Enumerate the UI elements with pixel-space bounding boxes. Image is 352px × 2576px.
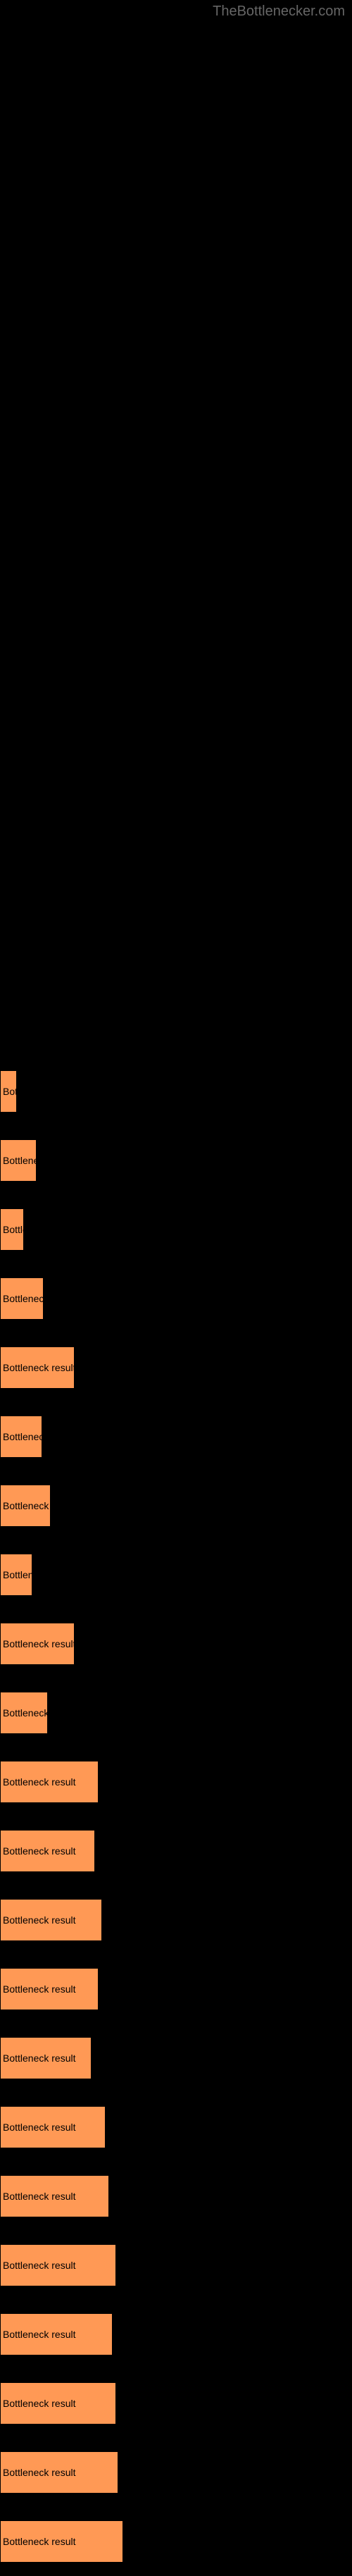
- bar-row: Bottleneck result: [0, 2507, 352, 2576]
- bar: Bottleneck result: [0, 1139, 37, 1182]
- bar-label: Bottleneck result: [3, 2398, 76, 2409]
- bar-row: Bottleneck result: [0, 1471, 352, 1540]
- bar-label: Bottleneck result: [3, 2191, 76, 2202]
- bar: Bottleneck result: [0, 1208, 24, 1251]
- bar-label: Bottleneck result: [3, 1776, 76, 1788]
- bar-label: Bottleneck result: [3, 2329, 76, 2340]
- bar-label: Bottleneck result: [3, 1086, 17, 1097]
- bar: Bottleneck result: [0, 2451, 118, 2494]
- bar-row: Bottleneck result: [0, 2369, 352, 2438]
- bar-label: Bottleneck result: [3, 1569, 32, 1580]
- bar-row: Bottleneck result: [0, 2438, 352, 2507]
- bar-label: Bottleneck result: [3, 2122, 76, 2133]
- bar-label: Bottleneck result: [3, 1155, 37, 1166]
- bar: Bottleneck result: [0, 1968, 99, 2010]
- bar: Bottleneck result: [0, 2313, 113, 2355]
- bar: Bottleneck result: [0, 2175, 109, 2217]
- bar: Bottleneck result: [0, 2520, 123, 2563]
- bar-row: Bottleneck result: [0, 1609, 352, 1678]
- bar-label: Bottleneck result: [3, 1707, 48, 1719]
- bar: Bottleneck result: [0, 1070, 17, 1113]
- bar-row: Bottleneck result: [0, 2024, 352, 2093]
- bar: Bottleneck result: [0, 1485, 51, 1527]
- bar-label: Bottleneck result: [3, 1362, 75, 1373]
- bar-row: Bottleneck result: [0, 1333, 352, 1402]
- bar-row: Bottleneck result: [0, 1195, 352, 1264]
- bar-label: Bottleneck result: [3, 1224, 24, 1235]
- bar: Bottleneck result: [0, 1623, 75, 1665]
- bar: Bottleneck result: [0, 1277, 44, 1320]
- bar-row: Bottleneck result: [0, 1747, 352, 1816]
- bar-label: Bottleneck result: [3, 2260, 76, 2271]
- bar-row: Bottleneck result: [0, 1540, 352, 1609]
- bar-label: Bottleneck result: [3, 1638, 75, 1649]
- bar-row: Bottleneck result: [0, 1816, 352, 1885]
- bar-label: Bottleneck result: [3, 1500, 51, 1511]
- bar-row: Bottleneck result: [0, 1126, 352, 1195]
- bar: Bottleneck result: [0, 1761, 99, 1803]
- bar-label: Bottleneck result: [3, 2536, 76, 2547]
- bar-label: Bottleneck result: [3, 1293, 44, 1304]
- bar: Bottleneck result: [0, 2382, 116, 2425]
- bar: Bottleneck result: [0, 1692, 48, 1734]
- bar-label: Bottleneck result: [3, 1431, 42, 1442]
- bar: Bottleneck result: [0, 2037, 92, 2079]
- bar-row: Bottleneck result: [0, 1885, 352, 1955]
- bar-row: Bottleneck result: [0, 1955, 352, 2024]
- bar-label: Bottleneck result: [3, 2052, 76, 2064]
- bar-row: Bottleneck result: [0, 2231, 352, 2300]
- bar: Bottleneck result: [0, 1899, 102, 1941]
- bar-row: Bottleneck result: [0, 1057, 352, 1126]
- bar-row: Bottleneck result: [0, 2162, 352, 2231]
- bar-label: Bottleneck result: [3, 1983, 76, 1995]
- bar-row: Bottleneck result: [0, 1402, 352, 1471]
- bar: Bottleneck result: [0, 1416, 42, 1458]
- bar-row: Bottleneck result: [0, 1264, 352, 1333]
- bar-label: Bottleneck result: [3, 1845, 76, 1857]
- bar: Bottleneck result: [0, 1554, 32, 1596]
- bar-row: Bottleneck result: [0, 2093, 352, 2162]
- bar: Bottleneck result: [0, 2106, 106, 2148]
- bar: Bottleneck result: [0, 2244, 116, 2286]
- bar: Bottleneck result: [0, 1346, 75, 1389]
- bar-row: Bottleneck result: [0, 1678, 352, 1747]
- bar-label: Bottleneck result: [3, 2467, 76, 2478]
- bar: Bottleneck result: [0, 1830, 95, 1872]
- bar-row: Bottleneck result: [0, 2300, 352, 2369]
- bar-chart: Bottleneck result Bottleneck result Bottle…: [0, 0, 352, 2576]
- bar-label: Bottleneck result: [3, 1914, 76, 1926]
